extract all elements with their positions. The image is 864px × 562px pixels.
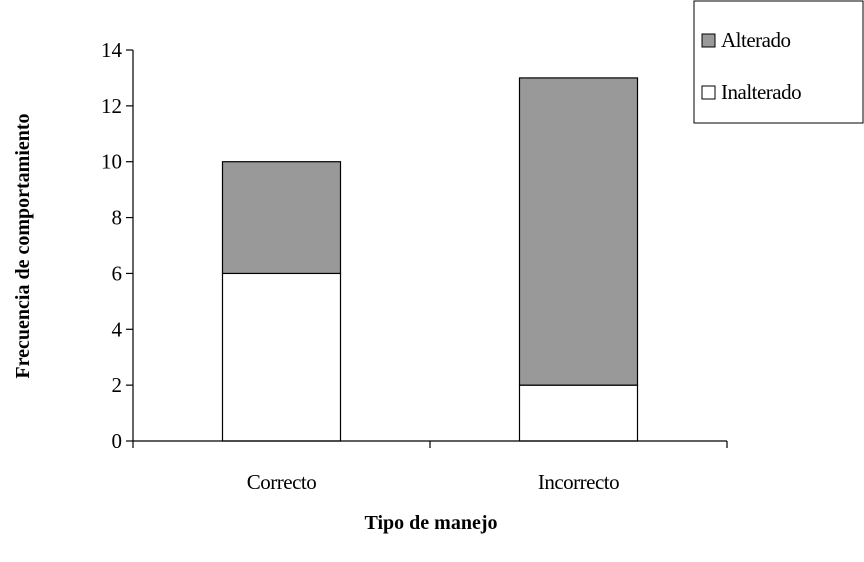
- x-axis-title: Tipo de manejo: [365, 512, 498, 534]
- y-tick-label: 12: [101, 94, 122, 118]
- y-tick-label: 14: [101, 38, 123, 62]
- y-tick-label: 4: [112, 317, 123, 341]
- y-tick-label: 8: [112, 206, 123, 230]
- bar-segment-inalterado: [518, 384, 639, 442]
- legend-swatch: [701, 85, 716, 100]
- y-axis-title: Frecuencia de comportamiento: [12, 113, 34, 378]
- bar-segment-inalterado: [221, 272, 342, 442]
- axes-layer: [132, 50, 728, 448]
- bar-segment-alterado: [221, 161, 342, 275]
- y-tick-label: 10: [101, 150, 122, 174]
- bar-segment-alterado: [518, 77, 639, 386]
- y-ticks-layer: 0 2 4 6 8 10 12 14: [101, 38, 133, 453]
- legend-frame: [693, 0, 864, 124]
- y-tick-label: 6: [112, 261, 123, 285]
- legend-label: Alterado: [721, 28, 790, 52]
- x-tick-label: Correcto: [247, 470, 316, 494]
- legend: Alterado Inalterado: [693, 0, 864, 124]
- legend-label: Inalterado: [721, 80, 801, 104]
- x-labels-layer: Correcto Incorrecto: [247, 470, 620, 494]
- legend-swatch: [701, 33, 716, 48]
- y-tick-label: 0: [112, 429, 123, 453]
- bars-layer: [221, 77, 639, 442]
- x-tick-label: Incorrecto: [538, 470, 619, 494]
- y-tick-label: 2: [112, 373, 123, 397]
